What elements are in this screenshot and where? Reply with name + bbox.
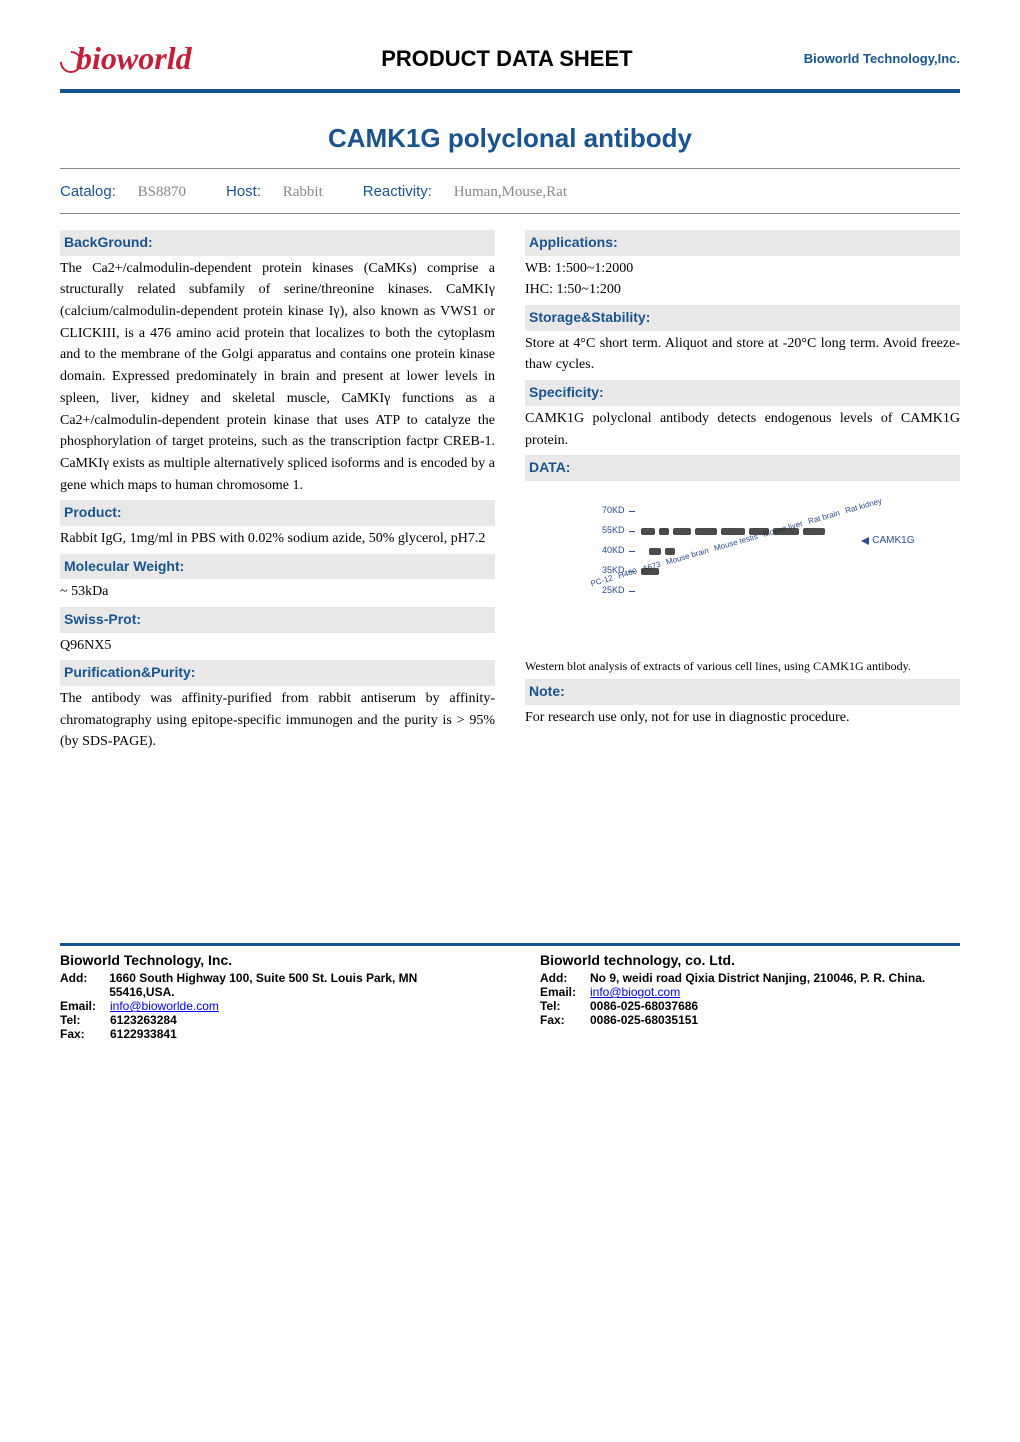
section-header-purity: Purification&Purity:: [60, 660, 495, 686]
footer-label: Add:: [60, 971, 109, 999]
footer-tel: 0086-025-68037686: [590, 999, 698, 1013]
footer-label: Tel:: [60, 1013, 110, 1027]
blot-band: [665, 548, 675, 555]
page-header: bioworld PRODUCT DATA SHEET Bioworld Tec…: [60, 40, 960, 85]
footer-right: Bioworld technology, co. Ltd. Add:No 9, …: [540, 952, 960, 1041]
blot-kd-marker: 55KD: [583, 524, 629, 538]
meta-host: Host: Rabbit: [226, 183, 323, 201]
blot-kd-marker: 40KD: [583, 544, 629, 558]
blot-band: [803, 528, 825, 535]
footer-label: Add:: [540, 971, 590, 985]
footer-company-name: Bioworld Technology, Inc.: [60, 952, 480, 968]
meta-value: Human,Mouse,Rat: [454, 184, 567, 200]
product-text: Rabbit IgG, 1mg/ml in PBS with 0.02% sod…: [60, 528, 495, 550]
logo: bioworld: [60, 40, 210, 77]
meta-row: Catalog: BS8870 Host: Rabbit Reactivity:…: [60, 179, 960, 214]
footer-fax: 6122933841: [110, 1027, 177, 1041]
blot-band: [641, 528, 655, 535]
footer-tel: 6123263284: [110, 1013, 177, 1027]
meta-label: Reactivity:: [363, 183, 432, 200]
meta-value: Rabbit: [283, 184, 323, 200]
footer-address: No 9, weidi road Qixia District Nanjing,…: [590, 971, 925, 985]
company-name: Bioworld Technology,Inc.: [804, 51, 960, 66]
blot-band: [659, 528, 669, 535]
footer-label: Fax:: [540, 1013, 590, 1027]
storage-text: Store at 4°C short term. Aliquot and sto…: [525, 333, 960, 376]
blot-tick: [629, 591, 635, 592]
section-header-apps: Applications:: [525, 230, 960, 256]
blot-band: [695, 528, 717, 535]
blot-target-label: CAMK1G: [872, 533, 914, 549]
swiss-text: Q96NX5: [60, 635, 495, 657]
blot-target-arrow: CAMK1G: [861, 533, 914, 549]
section-header-data: DATA:: [525, 455, 960, 481]
blot-marker-row: 25KD: [583, 581, 903, 601]
meta-reactivity: Reactivity: Human,Mouse,Rat: [363, 183, 567, 201]
specificity-text: CAMK1G polyclonal antibody detects endog…: [525, 408, 960, 451]
footer-fax: 0086-025-68035151: [590, 1013, 698, 1027]
footer-label: Email:: [60, 999, 110, 1013]
meta-label: Catalog:: [60, 183, 116, 200]
blot-band: [641, 568, 659, 575]
section-header-background: BackGround:: [60, 230, 495, 256]
logo-text: bioworld: [60, 40, 192, 76]
product-title: CAMK1G polyclonal antibody: [60, 109, 960, 169]
blot-tick: [629, 511, 635, 512]
footer-email-link[interactable]: info@bioworlde.com: [110, 999, 219, 1013]
blot-band: [773, 528, 799, 535]
datasheet-title: PRODUCT DATA SHEET: [210, 46, 804, 72]
blot-lanes: [635, 568, 903, 575]
apps-wb: WB: 1:500~1:2000: [525, 258, 960, 280]
background-text: The Ca2+/calmodulin-dependent protein ki…: [60, 258, 495, 497]
footer-email-link[interactable]: info@biogot.com: [590, 985, 680, 999]
footer-label: Email:: [540, 985, 590, 999]
right-column: Applications: WB: 1:500~1:2000 IHC: 1:50…: [525, 226, 960, 753]
section-header-swiss: Swiss-Prot:: [60, 607, 495, 633]
mw-text: ~ 53kDa: [60, 581, 495, 603]
section-header-storage: Storage&Stability:: [525, 305, 960, 331]
footer-address: 1660 South Highway 100, Suite 500 St. Lo…: [109, 971, 480, 999]
blot-band: [749, 528, 769, 535]
footer-label: Tel:: [540, 999, 590, 1013]
apps-ihc: IHC: 1:50~1:200: [525, 279, 960, 301]
left-column: BackGround: The Ca2+/calmodulin-dependen…: [60, 226, 495, 753]
blot-caption: Western blot analysis of extracts of var…: [525, 657, 960, 676]
footer: Bioworld Technology, Inc. Add:1660 South…: [60, 943, 960, 1041]
section-header-specificity: Specificity:: [525, 380, 960, 406]
footer-label: Fax:: [60, 1027, 110, 1041]
blot-kd-marker: 70KD: [583, 504, 629, 518]
meta-label: Host:: [226, 183, 261, 200]
section-header-note: Note:: [525, 679, 960, 705]
purity-text: The antibody was affinity-purified from …: [60, 688, 495, 753]
section-header-mw: Molecular Weight:: [60, 554, 495, 580]
meta-catalog: Catalog: BS8870: [60, 183, 186, 201]
footer-left: Bioworld Technology, Inc. Add:1660 South…: [60, 952, 480, 1041]
meta-value: BS8870: [138, 184, 186, 200]
divider: [60, 92, 960, 93]
note-text: For research use only, not for use in di…: [525, 707, 960, 729]
footer-company-name: Bioworld technology, co. Ltd.: [540, 952, 960, 968]
section-header-product: Product:: [60, 500, 495, 526]
blot-band: [673, 528, 691, 535]
western-blot-figure: PC-12H460A673Mouse brainMouse testisMous…: [583, 489, 903, 649]
blot-band: [721, 528, 745, 535]
blot-band: [649, 548, 661, 555]
